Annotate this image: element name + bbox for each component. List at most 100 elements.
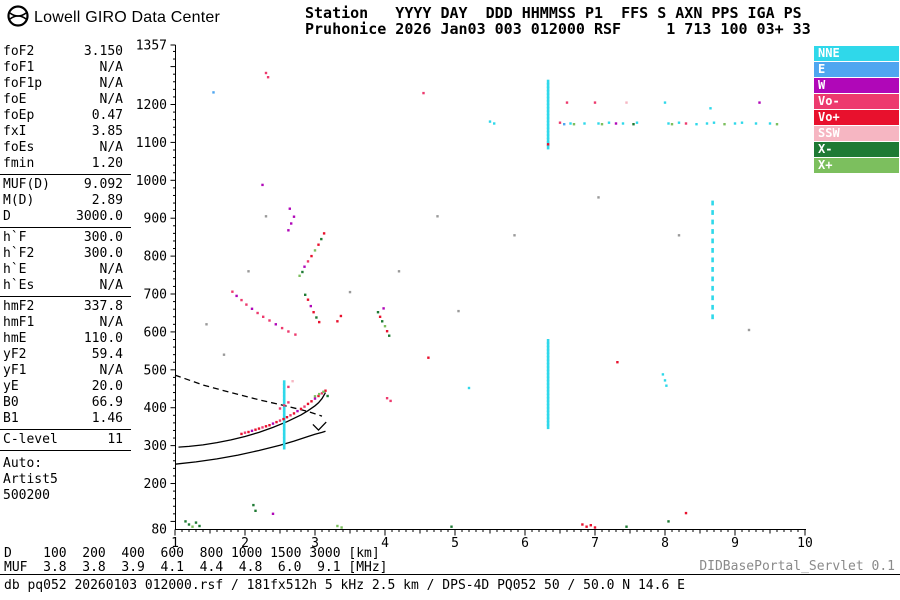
- param-row-foep: foEp 0.47: [0, 108, 131, 124]
- svg-text:500: 500: [144, 363, 167, 378]
- param-row-ye: yE 20.0: [0, 379, 131, 395]
- param-value: 337.8: [83, 299, 123, 314]
- param-row-fxi: fxI 3.85: [0, 124, 131, 140]
- param-value: 110.0: [83, 331, 123, 346]
- svg-text:1000: 1000: [136, 174, 167, 189]
- param-label: hmF2: [3, 299, 35, 314]
- auto-line: Artist5: [3, 472, 58, 487]
- param-row-hmf1: hmF1 N/A: [0, 315, 131, 331]
- svg-text:600: 600: [144, 325, 167, 340]
- svg-text:1100: 1100: [136, 136, 167, 151]
- param-value: N/A: [99, 315, 123, 330]
- param-label: fmin: [3, 156, 35, 171]
- param-label: MUF(D): [3, 177, 50, 192]
- record-info: db pq052 20260103 012000.rsf / 181fx512h…: [4, 578, 685, 593]
- servlet-version: DIDBasePortal_Servlet 0.1: [699, 559, 895, 574]
- svg-text:400: 400: [144, 401, 167, 416]
- param-row-md: M(D) 2.89: [0, 193, 131, 209]
- echo-points: [184, 71, 779, 529]
- param-value: N/A: [99, 76, 123, 91]
- param-value: 3.85: [91, 124, 123, 139]
- param-label: foEs: [3, 140, 35, 155]
- param-label: foE: [3, 92, 27, 107]
- svg-text:2: 2: [241, 536, 249, 551]
- param-row-hmf2: hmF2 337.8: [0, 299, 131, 315]
- param-row-hes: h`Es N/A: [0, 278, 131, 294]
- param-label: h`F2: [3, 246, 35, 261]
- trace-cusp-marker: [312, 421, 327, 432]
- station-header-line2: Pruhonice 2026 Jan03 003 012000 RSF 1 71…: [305, 20, 811, 38]
- axis-labels: 1357120011001000900800700600500400300200…: [136, 39, 813, 552]
- svg-text:80: 80: [151, 523, 167, 538]
- svg-text:6: 6: [521, 536, 529, 551]
- param-label: hmF1: [3, 315, 35, 330]
- param-row-fof1: foF1 N/A: [0, 60, 131, 76]
- param-label: h`F: [3, 230, 27, 245]
- svg-text:3: 3: [311, 536, 319, 551]
- svg-text:900: 900: [144, 212, 167, 227]
- station-header-line1: Station YYYY DAY DDD HHMMSS P1 FFS S AXN…: [305, 4, 802, 22]
- param-row-clevel: C-level 11: [0, 432, 131, 448]
- legend-item-x: X+: [814, 158, 899, 173]
- svg-text:1200: 1200: [136, 98, 167, 113]
- svg-text:7: 7: [591, 536, 599, 551]
- param-label: M(D): [3, 193, 35, 208]
- param-label: hmE: [3, 331, 27, 346]
- svg-text:1: 1: [171, 536, 179, 551]
- param-label: fxI: [3, 124, 27, 139]
- param-row-he: h`E N/A: [0, 262, 131, 278]
- panel-separator: [0, 174, 131, 175]
- param-value: 11: [107, 432, 123, 447]
- param-value: 300.0: [83, 246, 123, 261]
- param-row-mufd: MUF(D) 9.092: [0, 177, 131, 193]
- param-label: yF2: [3, 347, 27, 362]
- param-row-yf2: yF2 59.4: [0, 347, 131, 363]
- dmuf-table: D 100 200 400 600 800 1000 1500 3000 [km…: [4, 547, 388, 574]
- param-label: yE: [3, 379, 19, 394]
- trace-hf-trace: [178, 392, 327, 448]
- panel-separator: [0, 227, 131, 228]
- param-value: 1.46: [91, 411, 123, 426]
- svg-text:8: 8: [661, 536, 669, 551]
- param-row-foes: foEs N/A: [0, 140, 131, 156]
- param-label: foF1p: [3, 76, 43, 91]
- station-header: Station YYYY DAY DDD HHMMSS P1 FFS S AXN…: [305, 5, 811, 37]
- param-label: foF2: [3, 44, 35, 59]
- svg-text:9: 9: [731, 536, 739, 551]
- svg-text:700: 700: [144, 288, 167, 303]
- param-value: N/A: [99, 60, 123, 75]
- param-value: 66.9: [91, 395, 123, 410]
- giro-logo-icon: [6, 4, 30, 28]
- param-label: C-level: [3, 432, 58, 447]
- param-row-yf1: yF1 N/A: [0, 363, 131, 379]
- muf-row: MUF 3.8 3.8 3.9 4.1 4.4 4.8 6.0 9.1 [MHz…: [4, 559, 388, 575]
- param-value: 2.89: [91, 193, 123, 208]
- param-value: 59.4: [91, 347, 123, 362]
- param-label: foF1: [3, 60, 35, 75]
- trace-true-height-profile: [174, 430, 326, 465]
- param-value: 20.0: [91, 379, 123, 394]
- param-label: h`E: [3, 262, 27, 277]
- param-row-d: D 3000.0: [0, 209, 131, 225]
- param-row-hf: h`F 300.0: [0, 230, 131, 246]
- param-row-fof2: foF2 3.150: [0, 44, 131, 60]
- legend-item-vo: Vo-: [814, 94, 899, 109]
- auto-line: Auto:: [3, 456, 43, 471]
- param-value: 9.092: [83, 177, 123, 192]
- panel-separator: [0, 296, 131, 297]
- legend-item-x: X-: [814, 142, 899, 157]
- footer-divider: [0, 574, 900, 575]
- param-value: 300.0: [83, 230, 123, 245]
- svg-text:10: 10: [797, 536, 813, 551]
- param-row-b1: B1 1.46: [0, 411, 131, 427]
- param-value: N/A: [99, 278, 123, 293]
- direction-legend: NNE E W Vo- Vo+ SSW X- X+: [814, 46, 899, 174]
- param-value: 3000.0: [76, 209, 123, 224]
- distance-row: D 100 200 400 600 800 1000 1500 3000 [km…: [4, 546, 380, 561]
- panel-separator: [0, 429, 131, 430]
- param-row-fof1p: foF1p N/A: [0, 76, 131, 92]
- svg-text:5: 5: [451, 536, 459, 551]
- param-row-fmin: fmin 1.20: [0, 156, 131, 172]
- auto-line: 500200: [3, 488, 50, 503]
